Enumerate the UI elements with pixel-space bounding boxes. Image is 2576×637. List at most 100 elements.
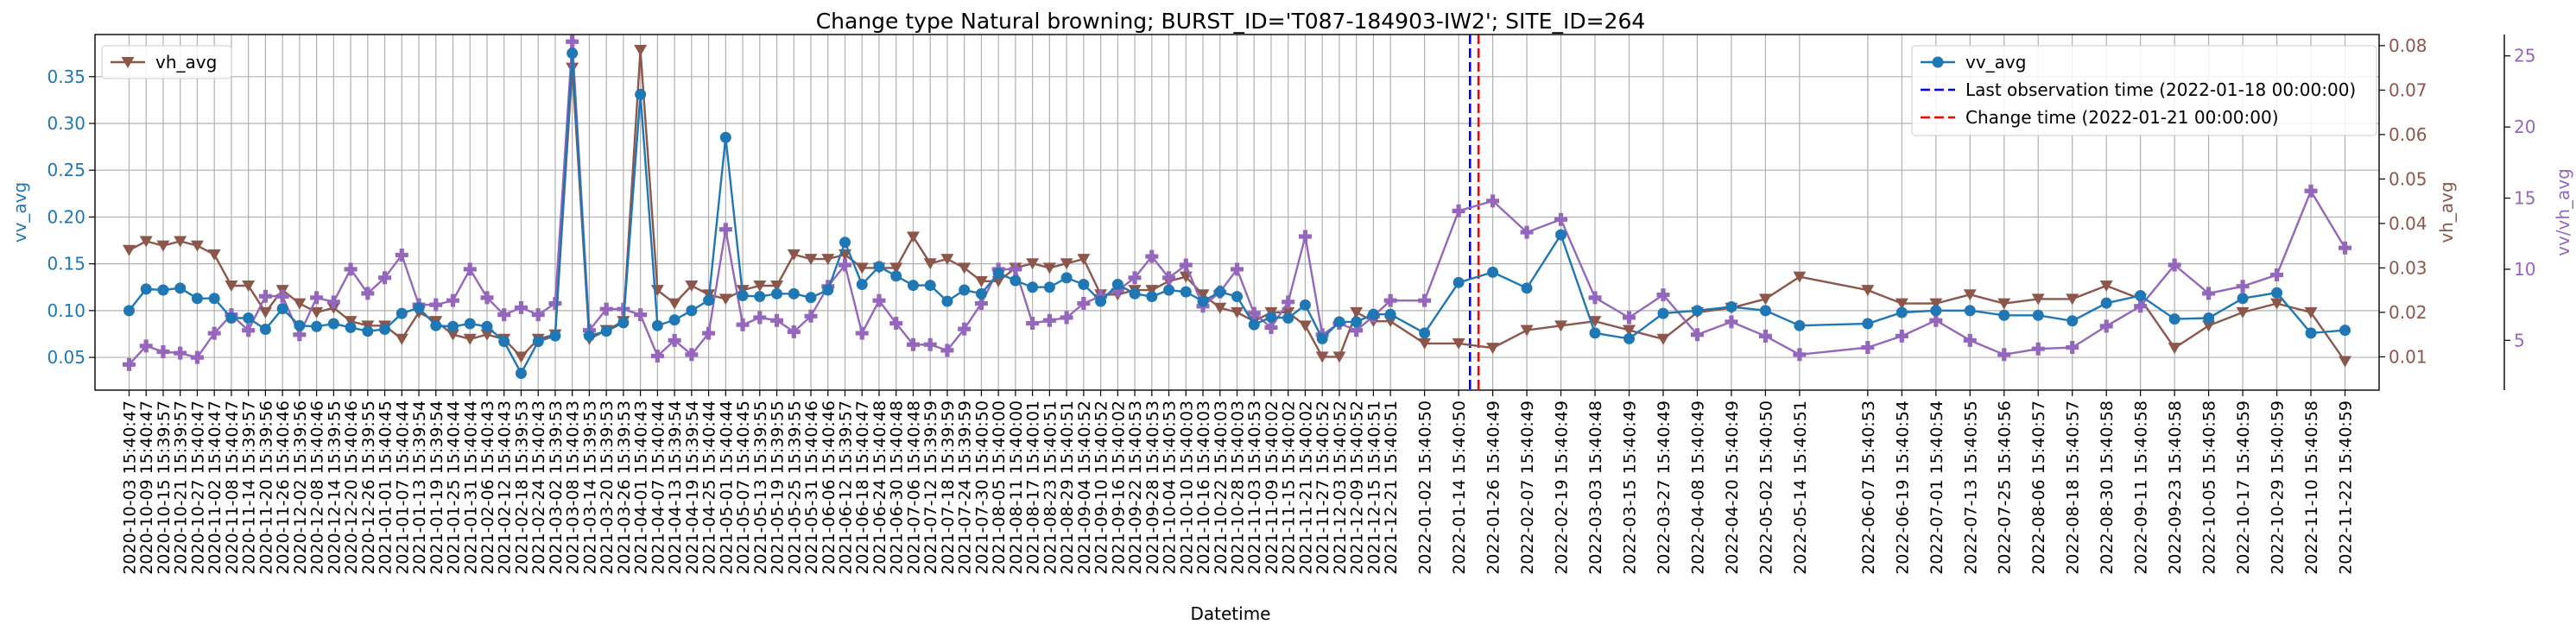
point-vh-avg (1145, 285, 1159, 297)
x-tick-label: 2022-08-30 15:40:58 (2098, 400, 2117, 575)
x-tick-label: 2021-03-08 15:40:43 (564, 400, 583, 575)
x-tick-label: 2022-11-22 15:40:59 (2337, 400, 2356, 575)
x-tick-label: 2021-12-09 15:40:52 (1348, 400, 1367, 575)
point-vv-avg (1896, 306, 1908, 318)
point-vv-avg (327, 318, 339, 330)
point-vv-avg (1657, 307, 1669, 319)
point-vv-vh-avg (122, 357, 136, 371)
point-vv-vh-avg (497, 308, 511, 322)
point-vv-avg (532, 336, 544, 348)
point-vh-avg (1963, 289, 1977, 301)
point-vv-avg (856, 278, 868, 290)
x-tick-label: 2021-04-25 15:40:44 (700, 400, 719, 575)
x-tick-label: 2022-01-26 15:40:49 (1484, 400, 1503, 575)
y-far-right-tick-label: 5 (2514, 330, 2525, 350)
x-tick-label: 2020-10-15 15:39:57 (155, 400, 174, 575)
point-vv-vh-avg (1162, 271, 1176, 285)
point-vv-vh-avg (2339, 241, 2352, 255)
x-tick-label: 2021-04-19 15:39:54 (683, 400, 702, 575)
point-vh-avg (395, 333, 408, 345)
point-vh-avg (293, 298, 307, 310)
point-vh-avg (1332, 351, 1346, 363)
point-vv-vh-avg (923, 337, 937, 351)
point-vh-avg (855, 262, 869, 274)
point-vv-avg (294, 319, 306, 331)
x-tick-label: 2021-05-25 15:39:55 (785, 400, 804, 575)
x-tick-label: 2021-12-15 15:40:51 (1364, 400, 1383, 575)
point-vv-avg (515, 367, 527, 379)
point-vv-avg (583, 330, 595, 342)
legend-vh-marker (121, 57, 135, 68)
point-vv-avg (2168, 313, 2180, 325)
point-vv-avg (1111, 278, 1123, 290)
x-tick-label: 2021-08-23 15:40:51 (1041, 400, 1060, 575)
point-vv-avg (635, 88, 647, 100)
point-vh-avg (1042, 262, 1056, 274)
legend-left: vh_avg (101, 45, 232, 79)
point-vv-avg (1521, 282, 1533, 294)
y-right-tick-label: 0.08 (2389, 35, 2427, 56)
point-vv-vh-avg (855, 326, 869, 340)
point-vv-vh-avg (702, 326, 716, 340)
x-tick-label: 2021-01-13 15:39:54 (410, 400, 429, 575)
point-vv-avg (1180, 286, 1192, 298)
point-vv-vh-avg (940, 344, 954, 357)
point-vv-avg (123, 305, 135, 317)
point-vv-avg (719, 131, 731, 143)
point-vv-vh-avg (650, 349, 664, 363)
point-vv-vh-avg (1418, 293, 1432, 307)
point-vv-vh-avg (531, 308, 545, 322)
point-vv-vh-avg (889, 317, 903, 331)
y-left-tick-label: 0.10 (47, 300, 85, 321)
point-vv-avg (924, 280, 936, 292)
point-vv-avg (566, 47, 579, 60)
point-vv-avg (737, 289, 749, 301)
x-tick-label: 2021-07-24 15:39:59 (956, 400, 975, 575)
x-tick-label: 2020-12-20 15:40:46 (342, 400, 361, 575)
y-left-tick-label: 0.30 (47, 113, 85, 134)
x-tick-label: 2022-07-13 15:40:55 (1961, 400, 1980, 575)
point-vv-vh-avg (275, 289, 289, 303)
point-vh-avg (1196, 289, 1210, 301)
point-vv-avg (225, 312, 237, 325)
point-vv-vh-avg (634, 308, 648, 322)
point-vv-vh-avg (548, 296, 562, 310)
y-left-tick-label: 0.20 (47, 206, 85, 227)
point-vv-vh-avg (1231, 262, 1244, 276)
x-tick-label: 2021-09-28 15:40:53 (1143, 400, 1162, 575)
point-vv-vh-avg (258, 289, 272, 303)
point-vv-avg (362, 325, 374, 337)
point-vh-avg (2304, 306, 2318, 318)
x-tick-label: 2022-05-02 15:40:50 (1756, 400, 1775, 575)
point-vv-avg (1043, 281, 1055, 293)
point-vv-vh-avg (1588, 291, 1602, 305)
x-tick-label: 2021-02-12 15:40:43 (496, 400, 515, 575)
point-vv-avg (1078, 278, 1090, 290)
point-vh-avg (2270, 298, 2284, 310)
point-vv-vh-avg (1690, 328, 1704, 342)
point-vv-avg (2237, 293, 2249, 305)
point-vv-avg (2271, 287, 2283, 299)
vline-layer (1468, 35, 1480, 390)
y-far-right-tick-label: 20 (2514, 117, 2535, 137)
y-far-right-tick-label: 10 (2514, 259, 2535, 280)
point-vv-vh-avg (839, 258, 852, 272)
point-vv-vh-avg (1298, 230, 1312, 243)
point-vv-vh-avg (429, 298, 443, 312)
x-tick-label: 2021-12-21 15:40:51 (1382, 400, 1401, 575)
x-tick-label: 2020-10-27 15:40:47 (188, 400, 207, 575)
point-vv-avg (311, 320, 323, 332)
x-tick-label: 2021-08-05 15:40:00 (990, 400, 1009, 575)
x-tick-label: 2022-05-14 15:40:51 (1791, 400, 1810, 575)
y-far-right-tick-label: 15 (2514, 188, 2535, 209)
point-vh-avg (991, 275, 1005, 287)
point-vv-vh-avg (1452, 204, 1465, 218)
point-vv-avg (617, 317, 630, 329)
point-vv-avg (2066, 315, 2079, 327)
point-vh-avg (906, 231, 920, 243)
point-vh-avg (634, 45, 648, 57)
y-left-tick-label: 0.35 (47, 66, 85, 87)
point-vv-vh-avg (326, 295, 340, 309)
